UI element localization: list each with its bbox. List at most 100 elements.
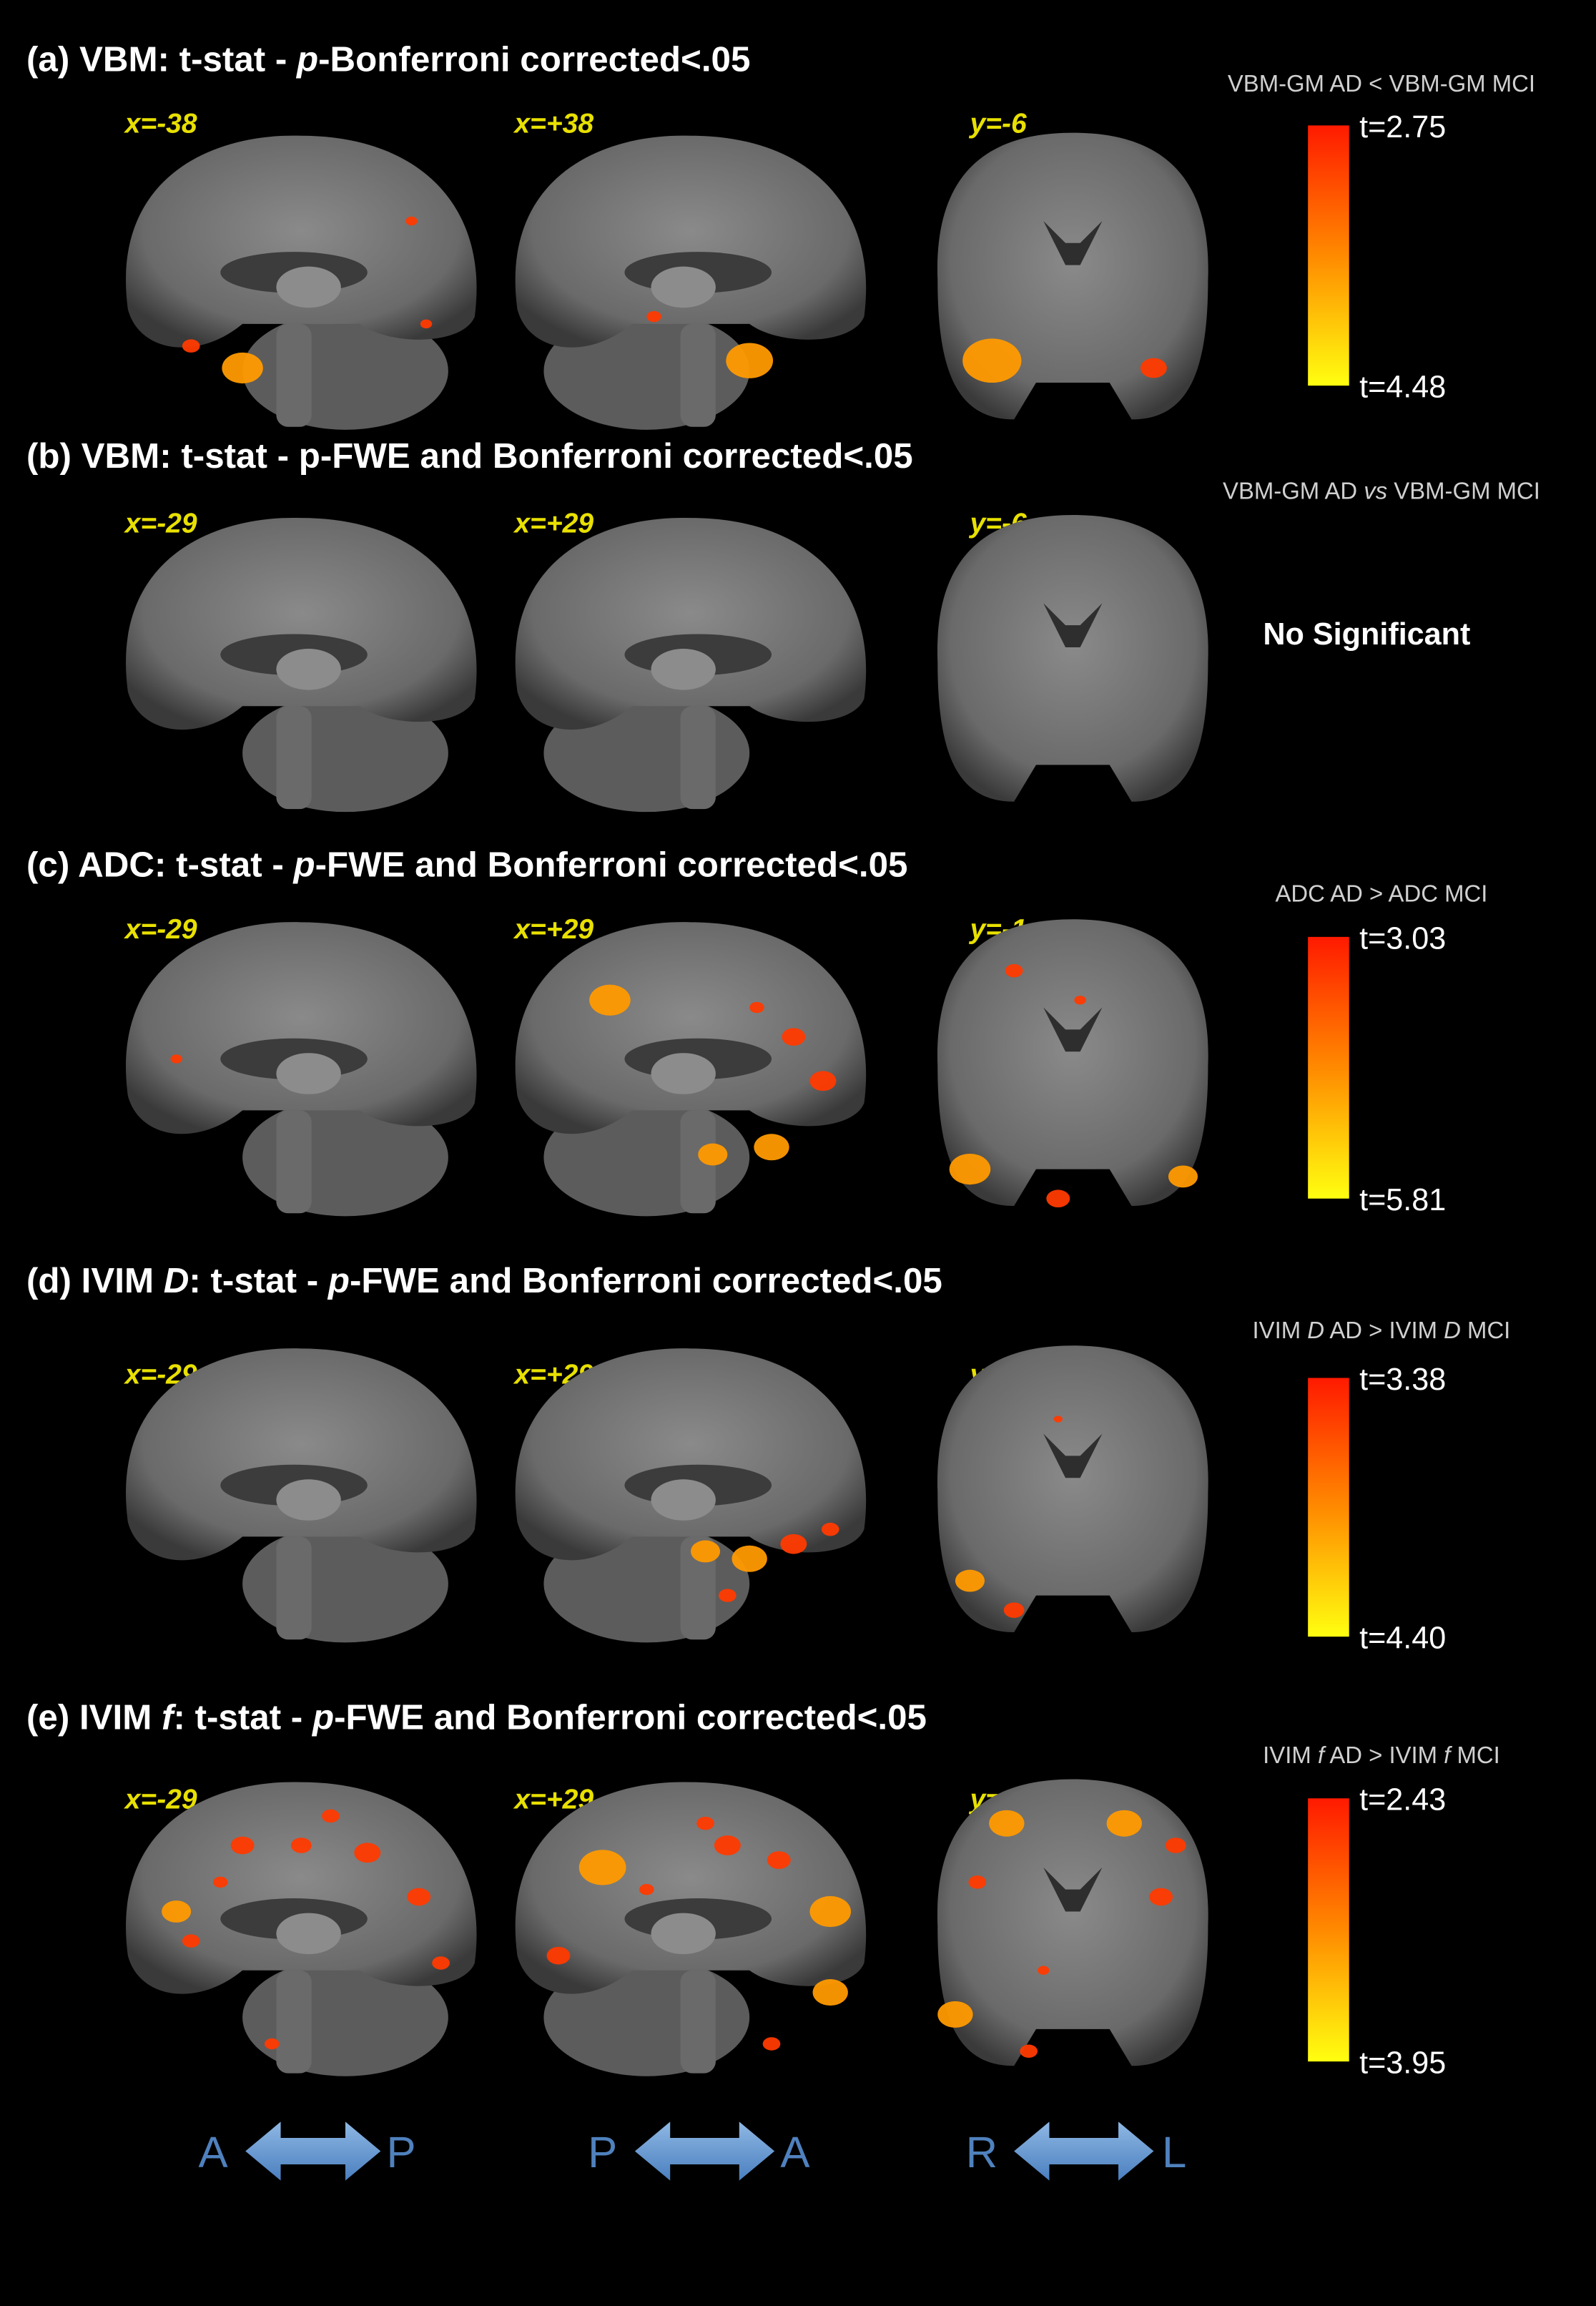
cerebrum [126,517,477,730]
contrast-label-part: ADC AD > ADC MCI [1276,880,1488,907]
cerebrum [126,922,477,1134]
cerebrum [515,135,867,348]
cerebrum [126,1782,477,1994]
activation-blob [1149,1888,1173,1906]
activation-blob [432,1956,450,1970]
activation-blob [698,1143,728,1166]
activation-blob [767,1851,791,1869]
activation-blob [578,1850,626,1885]
activation-blob [1106,1810,1142,1837]
contrast-label: IVIM D AD > IVIM D MCI [1253,1317,1511,1343]
panel-title-part: p [311,1698,334,1737]
slice-label: x=+29 [513,509,593,539]
activation-blob [182,1934,200,1948]
contrast-label: VBM-GM AD < VBM-GM MCI [1228,70,1535,97]
activation-blob [1003,1602,1025,1618]
panel-title-part: p [327,1261,350,1300]
orientation-right: A [780,2128,809,2177]
activation-blob [754,1134,789,1161]
slice-label: y=-6 [968,109,1026,139]
contrast-label-part: f [1444,1742,1452,1768]
brain-slice [126,1348,477,1643]
brain-slice [515,1348,867,1643]
brainstem [276,1110,312,1214]
coronal [937,1345,1208,1633]
contrast-label: ADC AD > ADC MCI [1276,880,1488,907]
panel-title: (d) IVIM D: t-stat - p-FWE and Bonferron… [26,1261,942,1300]
panel-title-part: (a) VBM: t-stat - [26,39,297,79]
panel-title-part: -FWE and Bonferroni corrected<.05 [315,845,908,885]
colorbar-min: t=4.40 [1359,1621,1446,1656]
brain-slice [937,1779,1208,2066]
contrast-label-part: D [1307,1317,1324,1343]
activation-blob [322,1809,340,1823]
brainstem [276,323,312,427]
slice-label: x=+29 [513,914,593,945]
slice-label: x=-38 [124,109,197,139]
brain-slice [126,1782,477,2076]
panel-title-part: f [162,1698,177,1737]
contrast-label-part: VBM-GM MCI [1387,477,1540,504]
contrast-label-part: AD > IVIM [1324,1317,1444,1343]
activation-blob [809,1895,851,1928]
brain-slice [937,919,1208,1208]
coronal [937,1779,1208,2066]
activation-blob [407,1888,431,1906]
brain-slice [126,135,477,430]
contrast-label-part: VBM-GM AD [1223,477,1364,504]
note: No Significant [1263,617,1470,652]
cerebrum [126,135,477,348]
colorbar [1308,125,1349,386]
panel-title-part: (e) IVIM [26,1698,162,1737]
activation-blob [937,2001,973,2028]
activation-blob [1005,963,1023,978]
thalamus [276,1913,341,1955]
colorbar [1308,1378,1349,1637]
thalamus [651,649,716,690]
thalamus [651,266,716,308]
activation-blob [762,2037,781,2051]
brain-slice [515,517,867,813]
activation-blob [780,1534,807,1554]
coronal [937,515,1208,802]
contrast-label-part: IVIM [1263,1742,1318,1768]
colorbar-min: t=3.95 [1359,2046,1446,2081]
activation-blob [1046,1189,1070,1208]
activation-blob [354,1843,381,1863]
activation-blob [962,338,1022,383]
activation-blob [1053,1416,1063,1423]
brainstem [680,706,716,810]
panel-title-part: (c) ADC: t-stat - [26,845,293,885]
contrast-label: IVIM f AD > IVIM f MCI [1263,1742,1500,1768]
panel-title-part: (b) VBM: t-stat - p-FWE and Bonferroni c… [26,436,913,476]
colorbar-max: t=2.43 [1359,1783,1446,1817]
activation-blob [162,1900,192,1923]
activation-blob [749,1001,764,1014]
panel-title-part: -Bonferroni corrected<.05 [318,39,750,79]
brain-slice [126,922,477,1217]
contrast-label-part: IVIM [1253,1317,1308,1343]
orientation-right: L [1162,2128,1186,2177]
brainstem [680,323,716,427]
panel-title-part: : t-stat - [173,1698,312,1737]
activation-blob [949,1154,991,1185]
activation-blob [1074,996,1086,1005]
ventricles [1043,1867,1103,1912]
cerebrum [515,1348,867,1561]
activation-blob [405,216,418,226]
orientation-left: R [966,2128,998,2177]
activation-blob [696,1816,714,1830]
orientation-arrow [245,2121,381,2181]
activation-blob [1020,2044,1038,2059]
cerebrum [515,1782,867,1994]
activation-blob [290,1838,312,1853]
panel-title-part: p [292,845,315,885]
coronal [937,919,1208,1206]
brain-slice [515,135,867,430]
ventricles [1043,1007,1103,1052]
panel-title-part: -FWE and Bonferroni corrected<.05 [350,1261,942,1300]
contrast-label-part: D [1444,1317,1461,1343]
ventricles [1043,603,1103,647]
